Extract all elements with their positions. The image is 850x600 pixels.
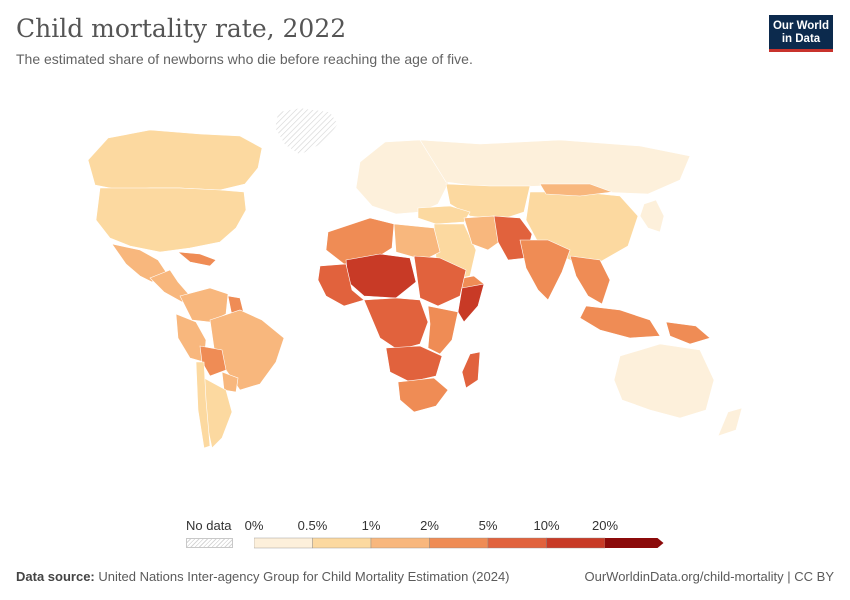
legend-color-bar [254,537,664,549]
legend-bin-5[interactable] [546,537,606,549]
chart-title: Child mortality rate, 2022 [16,14,347,43]
country-southern-africa[interactable] [397,377,449,413]
legend-tick-label: 1% [361,518,381,533]
country-central-africa[interactable] [363,297,429,351]
country-bolivia[interactable] [199,345,227,377]
country-greenland[interactable] [274,107,339,156]
legend-tick-label: 5% [478,518,498,533]
country-caribbean[interactable] [177,251,217,267]
logo-line-2: in Data [781,33,821,45]
country-east-africa[interactable] [427,305,459,355]
legend-tick-label: 10% [533,518,560,533]
country-colombia-venezuela[interactable] [179,287,229,323]
country-egypt-libya[interactable] [393,223,441,261]
country-new-zealand[interactable] [717,407,743,437]
country-angola-zambia[interactable] [385,345,443,383]
country-southeast-asia-mainland[interactable] [569,255,611,305]
data-source-label: Data source: [16,569,95,584]
country-canada[interactable] [87,129,263,191]
legend-bin-4[interactable] [487,537,547,549]
legend-bin-2[interactable] [370,537,430,549]
legend-tick-label: 20% [591,518,619,533]
country-europe[interactable] [355,139,451,215]
legend-tick-label: 0% [244,518,264,533]
legend-bin-3[interactable] [429,537,489,549]
country-india[interactable] [519,239,571,301]
country-paraguay[interactable] [221,371,239,393]
country-australia[interactable] [613,343,715,419]
legend-tick-label: 0.5% [297,518,328,533]
country-turkey-caucasus[interactable] [417,205,471,225]
data-source-text: United Nations Inter-agency Group for Ch… [98,569,510,584]
legend-bin-1[interactable] [312,537,372,549]
country-sahel[interactable] [345,253,417,299]
country-indonesia-philippines[interactable] [579,305,661,339]
world-map [87,107,743,449]
source-url-link[interactable]: OurWorldinData.org/child-mortality | CC … [584,569,835,584]
country-japan-korea[interactable] [639,199,665,233]
logo-line-1: Our World [772,20,829,32]
country-united-states[interactable] [95,187,247,253]
country-papua-new-guinea[interactable] [665,321,711,345]
country-sudan-ethiopia[interactable] [413,255,467,307]
owid-logo[interactable]: Our World in Data [769,15,833,52]
legend-tick-label: 2% [420,518,439,533]
country-somalia[interactable] [457,283,485,323]
legend-no-data-swatch [186,538,233,548]
country-chile[interactable] [195,361,211,449]
chart-subtitle: The estimated share of newborns who die … [16,51,473,67]
country-iran[interactable] [463,215,503,251]
country-madagascar[interactable] [461,351,481,389]
legend-bin-0[interactable] [254,537,313,549]
data-source: Data source: United Nations Inter-agency… [16,569,510,584]
legend-bin-6[interactable] [605,538,664,548]
legend-no-data-label: No data [186,518,232,533]
country-mongolia[interactable] [539,183,613,197]
country-west-africa-coast[interactable] [317,263,365,307]
